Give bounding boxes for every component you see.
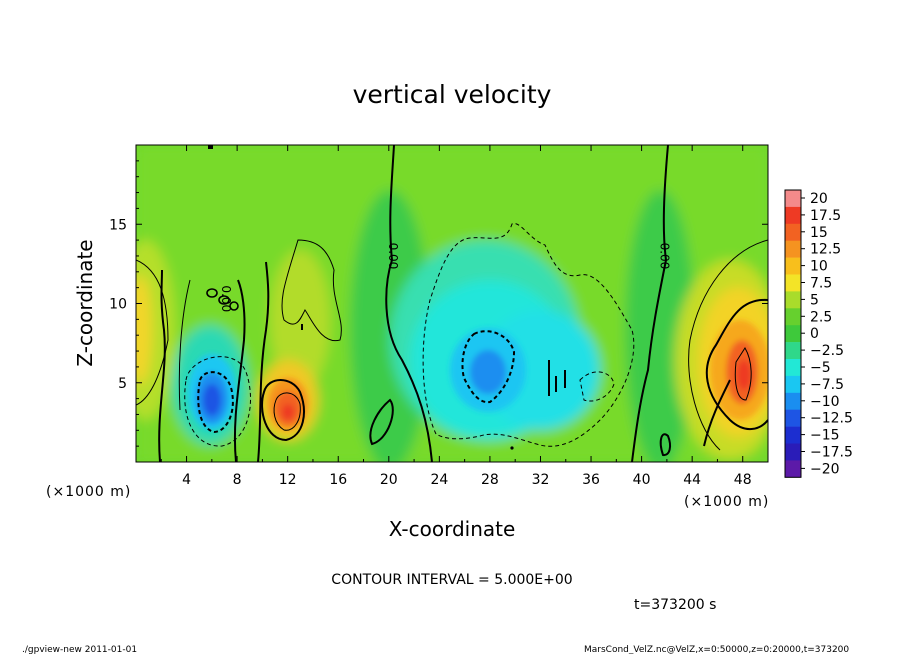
colorbar-label: −20 xyxy=(810,461,840,477)
x-axis-label: X-coordinate xyxy=(389,517,516,541)
x-tick-label: 28 xyxy=(481,472,499,488)
y-axis-label: Z-coordinate xyxy=(73,239,97,366)
contour-interval-text: CONTOUR INTERVAL = 5.000E+00 xyxy=(331,572,572,588)
plot-area: 0.00 0.00 0.00 xyxy=(136,145,768,462)
colorbar-label: −17.5 xyxy=(810,445,853,461)
colorbar-swatch xyxy=(785,460,801,478)
colorbar-label: 12.5 xyxy=(810,242,841,258)
x-tick-label: 20 xyxy=(380,472,398,488)
x-tick-label: 4 xyxy=(182,472,191,488)
colorbar-swatch xyxy=(785,409,801,427)
colorbar-swatch xyxy=(785,240,801,258)
contour-label: 0.00 xyxy=(658,243,672,270)
colorbar-swatch xyxy=(785,375,801,394)
colorbar: 2017.51512.5107.552.50−2.5−5−7.5−10−12.5… xyxy=(784,189,853,478)
colorbar-swatch xyxy=(785,274,801,292)
colorbar-label: 2.5 xyxy=(810,309,832,325)
x-tick-label: 8 xyxy=(233,472,242,488)
colorbar-swatch xyxy=(785,308,801,326)
colorbar-label: −12.5 xyxy=(810,411,853,427)
x-axis: 4 8 12 16 20 24 28 32 36 40 44 48 xyxy=(160,145,752,488)
x-unit-label-right: (×1000 m) xyxy=(684,494,769,510)
colorbar-label: 17.5 xyxy=(810,208,841,224)
colorbar-swatch xyxy=(785,443,801,461)
colorbar-swatch xyxy=(785,359,801,377)
colorbar-swatch xyxy=(785,342,801,360)
colorbar-swatch xyxy=(785,206,801,225)
colorbar-label: −7.5 xyxy=(810,377,844,393)
y-tick-label: 5 xyxy=(118,376,127,392)
chart-title: vertical velocity xyxy=(353,80,552,109)
colorbar-label: 20 xyxy=(810,191,828,207)
colorbar-label: 10 xyxy=(810,259,828,275)
x-tick-label: 16 xyxy=(329,472,347,488)
colorbar-label: −2.5 xyxy=(810,343,844,359)
colorbar-label: 5 xyxy=(810,292,819,308)
x-unit-label-left: (×1000 m) xyxy=(46,484,131,500)
contour-labels: 0.00 0.00 0.00 xyxy=(219,243,672,313)
x-tick-label: 24 xyxy=(430,472,448,488)
footer-left: ./gpview-new 2011-01-01 xyxy=(22,645,137,654)
colorbar-label: 7.5 xyxy=(810,276,832,292)
colorbar-label: −5 xyxy=(810,360,831,376)
y-axis: 5 10 15 xyxy=(109,160,768,447)
colorbar-swatch xyxy=(785,392,801,410)
y-tick-label: 15 xyxy=(109,217,127,233)
y-tick-label: 10 xyxy=(109,297,127,313)
colorbar-swatch xyxy=(785,257,801,275)
x-tick-label: 40 xyxy=(633,472,651,488)
colorbar-swatch xyxy=(785,426,801,444)
x-tick-label: 44 xyxy=(683,472,701,488)
colorbar-swatch xyxy=(785,190,801,208)
colorbar-swatch xyxy=(785,223,801,241)
footer-right: MarsCond_VelZ.nc@VelZ,x=0:50000,z=0:2000… xyxy=(584,645,849,654)
colorbar-label: −10 xyxy=(810,394,840,410)
contour-label: 0.00 xyxy=(386,243,400,270)
x-tick-label: 36 xyxy=(582,472,600,488)
x-tick-label: 12 xyxy=(279,472,297,488)
time-text: t=373200 s xyxy=(634,597,716,613)
colorbar-label: 15 xyxy=(810,225,828,241)
contour-label: 0.00 xyxy=(219,285,233,312)
colorbar-swatch xyxy=(785,291,801,309)
x-tick-label: 32 xyxy=(532,472,550,488)
colorbar-swatch xyxy=(785,325,801,343)
x-tick-label: 48 xyxy=(734,472,752,488)
colorbar-label: 0 xyxy=(810,326,819,342)
colorbar-label: −15 xyxy=(810,428,840,444)
